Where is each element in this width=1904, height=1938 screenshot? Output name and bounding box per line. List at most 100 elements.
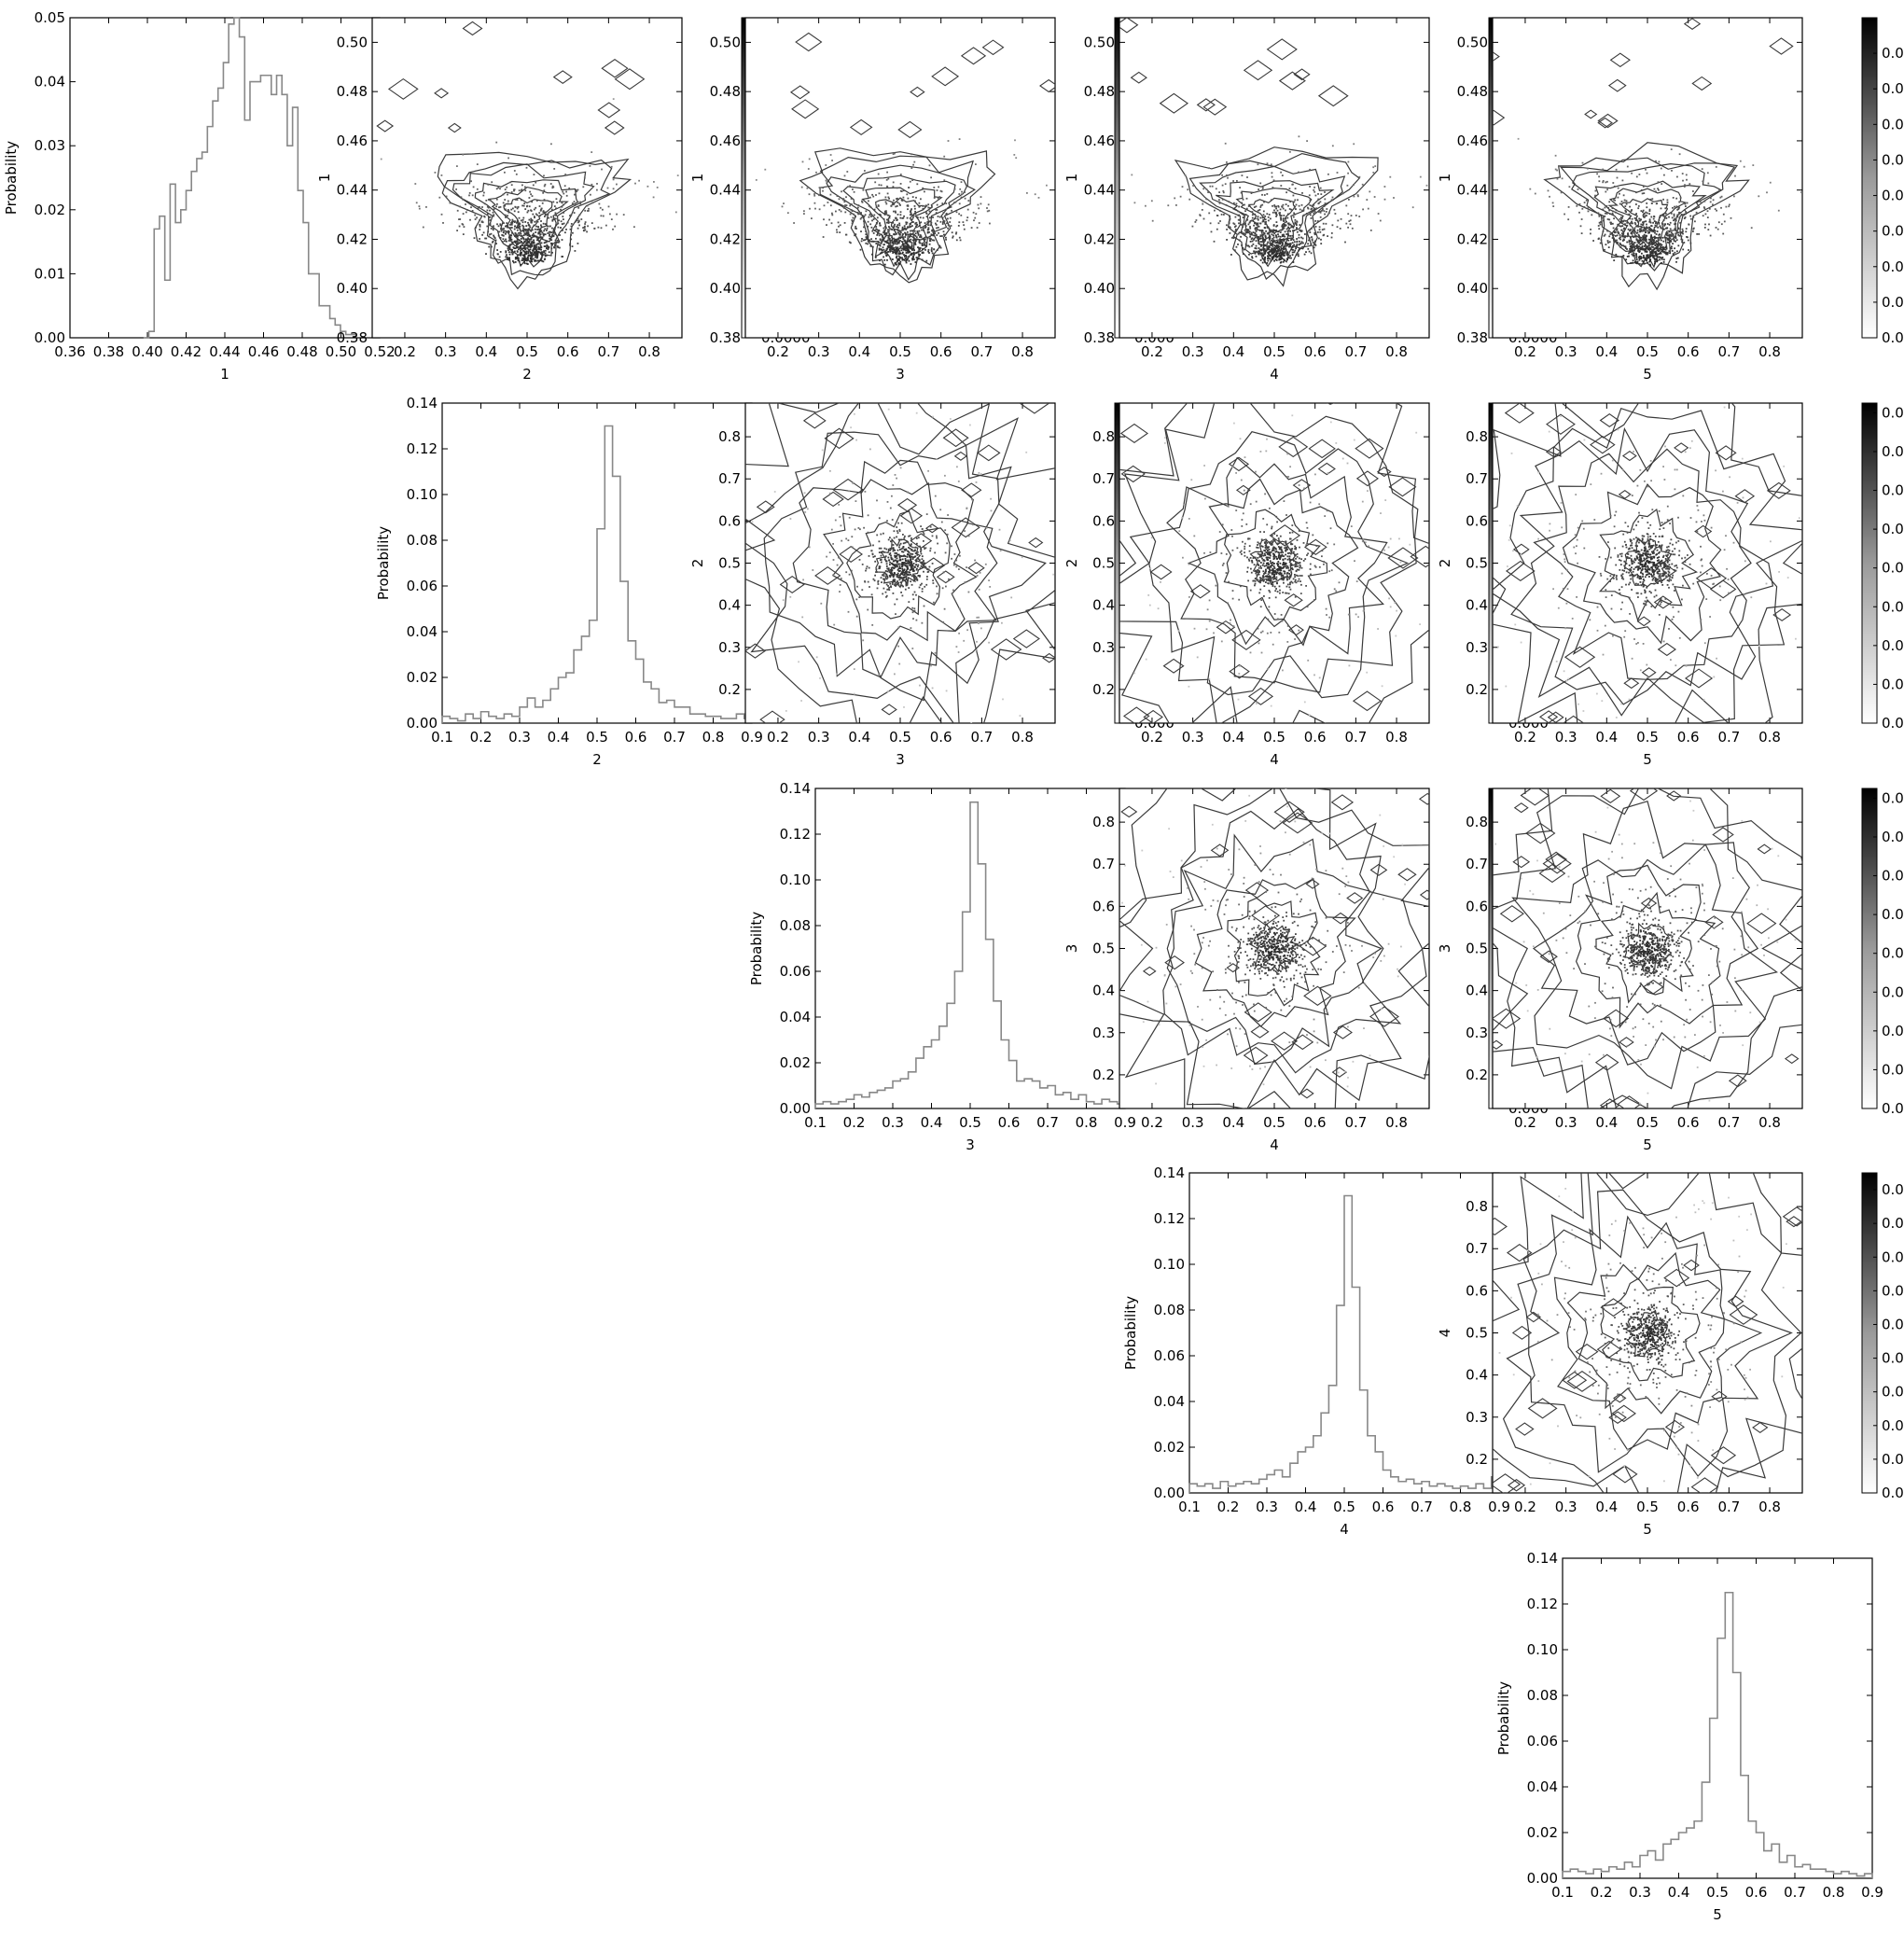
sample-point [1632,229,1634,231]
sample-point [855,439,857,441]
sample-point [847,539,850,541]
sample-point [1262,210,1265,213]
sample-point [1653,216,1656,218]
sample-point [928,565,931,568]
sample-point [919,216,922,219]
sample-point [912,563,915,565]
sample-point [938,186,939,188]
sample-point [946,222,948,225]
sample-point [941,223,944,225]
hist-4-ytick-label: 0.04 [1154,1393,1185,1410]
sample-point [525,252,527,254]
sample-point [800,700,802,702]
sample-point [1262,187,1264,189]
sample-point [1292,249,1294,251]
sample-point [489,233,491,236]
sample-point [922,531,924,534]
sample-point [1267,258,1269,260]
sample-point [900,249,903,252]
sample-point [512,207,514,210]
sample-point [931,535,934,537]
contour-6-xtick-label: 0.6 [930,343,952,360]
hist-2-ytick-label: 0.08 [407,532,438,549]
sample-point [1688,249,1689,251]
sample-point [519,225,521,228]
sample-point [907,562,909,565]
sample-point [1213,240,1216,243]
sample-point [892,560,895,563]
sample-point [888,229,890,231]
sample-point [801,616,804,619]
sample-point [891,241,894,244]
sample-point [1323,228,1326,230]
sample-point [1259,235,1262,238]
sample-point [896,536,897,538]
sample-point [928,210,931,213]
sample-point [515,242,517,244]
sample-point [1657,237,1660,240]
sample-point [1638,174,1641,175]
sample-point [612,188,615,190]
sample-point [901,234,904,237]
histogram-panel-2: 0.1 0.2 0.3 0.4 0.5 0.6 0.7 0.8 0.90.000.020.040… [375,395,763,768]
sample-point [1272,248,1274,250]
sample-point [864,214,867,216]
sample-point [593,228,596,230]
sample-point [933,248,936,251]
sample-point [898,662,901,665]
sample-point [1244,229,1246,231]
sample-point [1281,235,1284,238]
sample-point [896,219,898,221]
sample-point [917,246,919,248]
sample-point [1644,245,1646,247]
sample-point [906,247,909,250]
sample-point [910,241,911,243]
sample-point [1293,206,1296,208]
sample-point [1676,175,1678,178]
contour-8-xtick-label: 0.5 [1636,343,1659,360]
sample-point [1594,189,1597,192]
sample-point [903,564,906,566]
hist-3-ytick-label: 0.06 [780,963,811,980]
sample-point [499,188,501,190]
sample-point [541,231,544,234]
sample-point [1194,221,1197,223]
sample-point [888,232,891,235]
sample-point [551,219,554,222]
hist-4-xtick-label: 0.9 [1488,1499,1510,1515]
sample-point [913,238,916,241]
sample-point [545,241,548,244]
sample-point [1534,192,1536,195]
sample-point [656,187,659,188]
sample-point [1633,235,1635,238]
sample-point [500,228,503,230]
sample-point [896,205,898,207]
sample-point [878,248,881,251]
sample-point [1700,202,1702,204]
sample-point [1280,215,1283,216]
sample-point [1654,251,1656,254]
sample-point [898,236,901,239]
sample-point [889,507,892,509]
sample-point [1673,219,1675,222]
sample-point [901,577,904,579]
sample-point [550,239,553,242]
sample-point [901,562,904,564]
sample-point [492,240,494,243]
sample-point [1246,231,1249,234]
sample-point [1262,214,1265,216]
sample-point [1289,255,1291,258]
sample-point [1260,249,1262,252]
sample-point [463,226,466,228]
sample-point [1680,214,1683,216]
sample-point [1676,208,1679,211]
sample-point [1286,230,1289,232]
sample-point [936,227,938,230]
sample-point [883,214,886,216]
sample-point [1291,234,1294,237]
sample-point [869,244,872,247]
sample-point [549,231,552,233]
sample-point [1309,204,1312,206]
sample-point [1280,253,1283,256]
sample-point [1633,242,1636,244]
